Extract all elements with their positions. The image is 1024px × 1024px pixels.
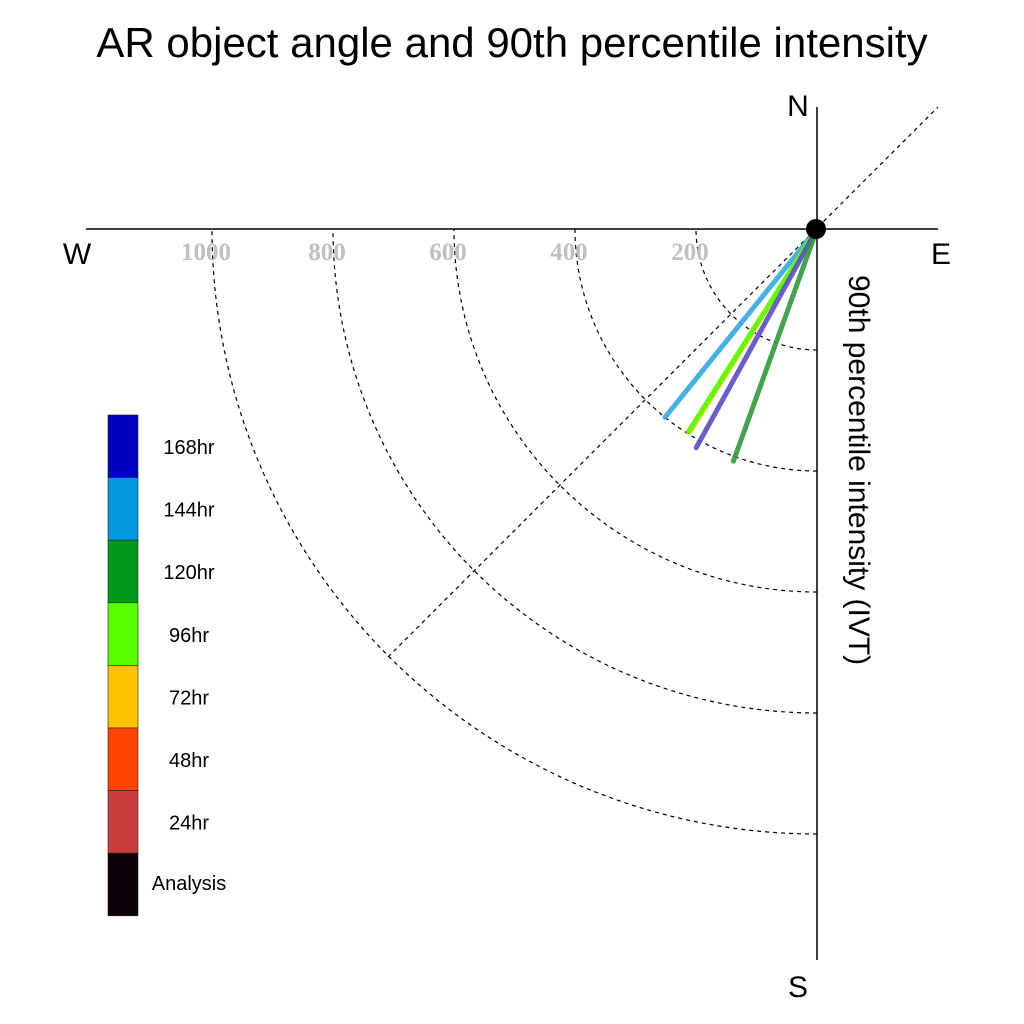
legend-label: 144hr [163,500,214,522]
legend-swatch [107,477,139,541]
legend-swatch [107,727,139,791]
y-axis-label: 90th percentile intensity (IVT) [842,275,875,665]
vector-144hr [662,226,820,420]
vector-120hr [730,226,820,464]
legend-label: 120hr [163,562,214,584]
legend-swatch [107,602,139,666]
vector-168hr [693,226,820,451]
legend-label: Analysis [152,873,226,895]
legend-label: 24hr [169,813,209,835]
ring-tick-label: 400 [550,239,588,266]
legend-label: 72hr [169,687,209,709]
ring-tick-label: 600 [429,239,467,266]
range-ring [332,228,818,714]
ring-tick-labels: 200 400 600 800 1000 [181,239,709,266]
range-ring [453,228,818,593]
data-vectors [662,226,820,464]
range-ring [211,228,818,835]
ring-tick-label: 200 [671,239,709,266]
compass-east: E [931,238,951,271]
ring-tick-label: 800 [308,239,346,266]
legend-label: 168hr [163,437,214,459]
legend-swatch [107,790,139,854]
ring-tick-label: 1000 [181,239,231,266]
range-rings [211,228,818,835]
range-ring [695,228,818,351]
legend: 168hr 144hr 120hr 96hr 72hr 48hr 24hr Analysis [107,414,226,917]
compass-south: S [788,971,808,1004]
chart-title: AR object angle and 90th percentile inte… [96,19,927,66]
compass-west: W [63,238,92,271]
diagonal-reference-line [387,106,939,658]
legend-label: 96hr [169,625,209,647]
legend-swatch [107,852,139,917]
legend-swatch [107,665,139,729]
legend-swatch [107,539,139,604]
legend-swatch [107,414,139,478]
legend-label: 48hr [169,750,209,772]
compass-north: N [787,90,809,123]
origin-point [806,219,826,239]
